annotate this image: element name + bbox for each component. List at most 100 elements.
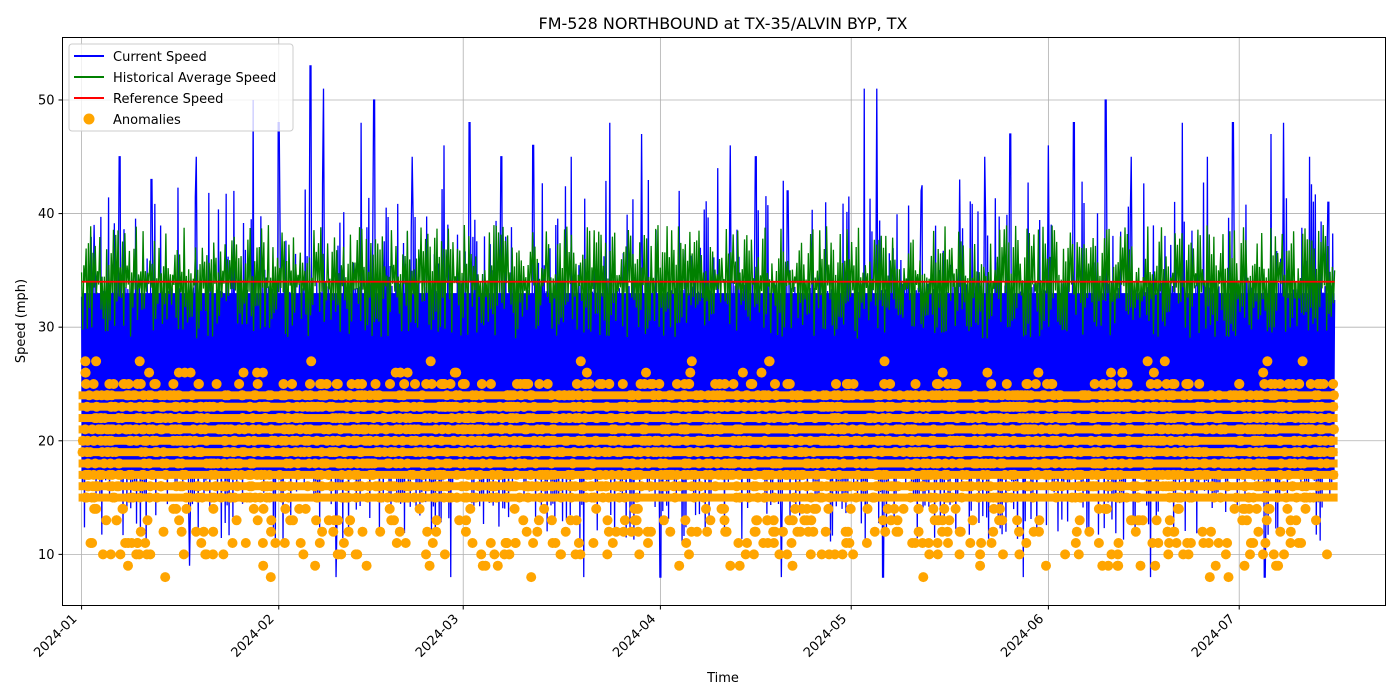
anomaly-point [234,379,245,389]
anomaly-point [787,560,798,571]
anomaly-point [923,538,934,548]
anomaly-point [1283,379,1294,389]
anomaly-point [431,526,442,537]
anomaly-point [774,549,785,560]
anomaly-point [932,538,943,548]
anomaly-point [528,538,539,548]
anomaly-point [173,367,184,378]
anomaly-point [1183,549,1194,560]
anomaly-point [591,503,602,514]
anomaly-point [602,549,613,560]
anomaly-point [158,526,169,537]
anomaly-point [702,526,713,537]
anomaly-point [556,549,566,560]
anomaly-point [345,515,356,526]
anomaly-point [1220,549,1231,560]
anomaly-point [1147,538,1158,548]
anomaly-point [258,503,269,514]
anomaly-point [954,549,965,560]
anomaly-point [658,515,669,526]
anomaly-point [778,526,788,537]
anomaly-point [1237,515,1248,526]
anomaly-point [1258,367,1269,378]
anomaly-point [1074,515,1085,526]
anomaly-point [1173,503,1184,514]
anomaly-point [131,549,142,560]
legend-swatch-anomalies [83,113,95,125]
anomaly-point [295,538,306,548]
anomaly-point [1071,526,1082,537]
anomaly-point [1028,526,1039,537]
anomaly-point [510,538,521,548]
anomaly-point [581,367,592,378]
anomaly-point [672,379,682,389]
anomaly-point [882,503,893,514]
anomaly-point [338,538,349,548]
anomaly-point [87,538,98,548]
anomaly-point [1239,503,1250,514]
anomaly-point [943,538,953,548]
anomaly-point [1106,379,1117,389]
anomaly-point [132,538,143,548]
anomaly-point [734,560,745,571]
anomaly-point [1239,560,1250,571]
y-tick-label: 30 [38,321,55,336]
anomaly-point [910,379,921,389]
anomaly-point [144,367,155,378]
anomaly-point [1152,379,1163,389]
x-axis-title: Time [706,671,739,686]
anomaly-point [361,560,372,571]
anomaly-point [1041,560,1051,571]
anomaly-point [140,538,151,548]
anomaly-point [1297,356,1308,367]
anomaly-point [862,503,873,514]
anomaly-point [619,515,630,526]
anomaly-point [879,356,890,367]
anomaly-point [924,549,935,560]
anomaly-point [782,549,793,560]
anomaly-point [1113,560,1124,571]
anomaly-point [611,526,622,537]
anomaly-point [641,367,651,378]
anomaly-point [950,379,961,389]
anomaly-point [88,379,99,389]
anomaly-point [932,549,943,560]
anomaly-point [89,503,100,514]
anomaly-point [492,560,503,571]
anomaly-point [976,538,987,548]
anomaly-point [305,379,315,389]
anomaly-point [1137,515,1148,526]
anomaly-point [218,549,229,560]
anomaly-point [795,526,806,537]
anomaly-point [629,503,640,514]
anomaly-point [1206,526,1216,537]
anomaly-point [467,538,478,548]
anomaly-point [265,572,276,583]
legend-label-current-speed: Current Speed [113,50,207,65]
anomaly-point [480,560,491,571]
anomaly-point [1183,379,1194,389]
anomaly-point [879,379,890,389]
anomaly-point [898,503,909,514]
anomaly-point [1084,526,1095,537]
anomaly-row [78,414,1338,423]
anomaly-point [665,526,676,537]
anomaly-point [1047,379,1058,389]
legend-box [68,43,294,132]
anomaly-point [721,526,732,537]
anomaly-point [823,503,834,514]
anomaly-point [837,549,848,560]
anomaly-point [288,515,298,526]
anomaly-point [1293,538,1304,548]
anomaly-point [346,379,357,389]
anomaly-point [1121,379,1132,389]
anomaly-point [257,538,268,548]
anomaly-point [1328,379,1339,389]
anomaly-point [370,379,381,389]
anomaly-row [78,448,1338,457]
anomaly-point [654,379,665,389]
anomaly-point [1101,503,1112,514]
anomaly-point [227,538,238,548]
anomaly-point [1171,538,1182,548]
